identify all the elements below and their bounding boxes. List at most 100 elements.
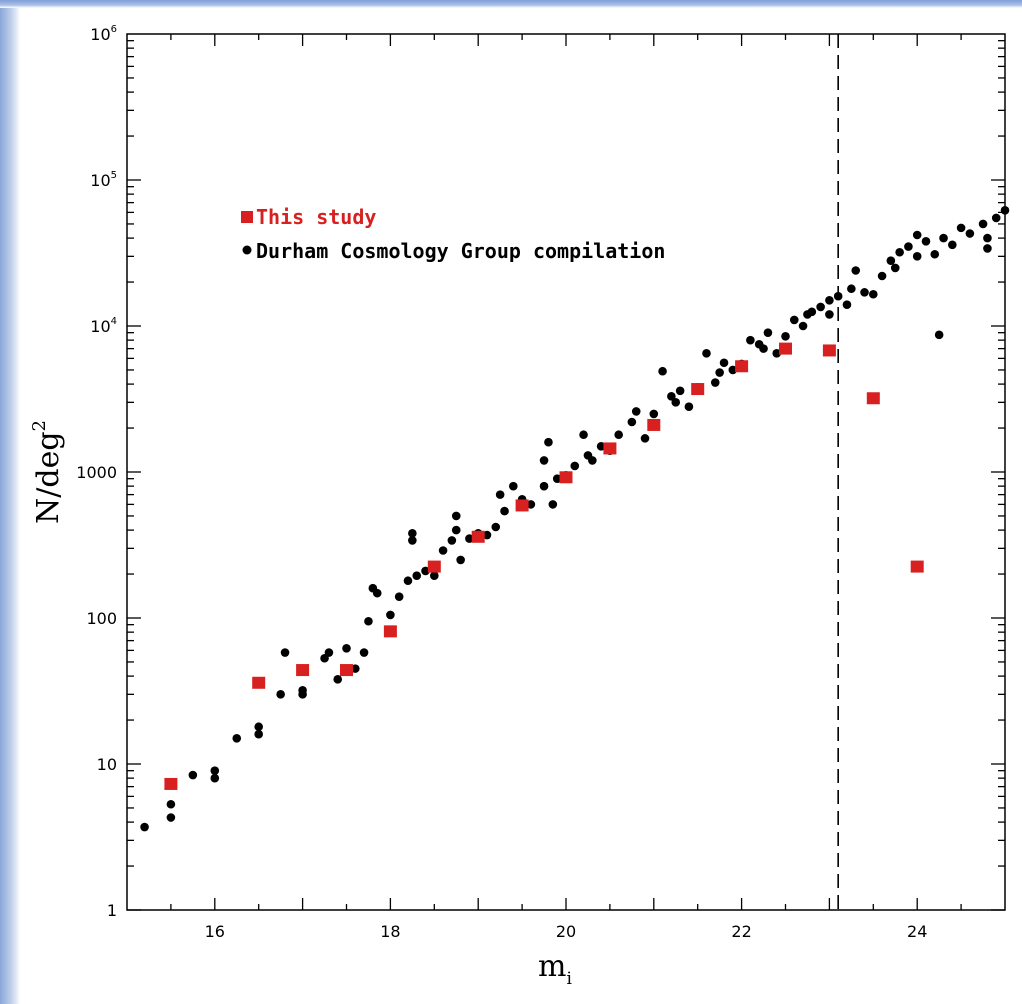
durham-point <box>702 349 711 358</box>
durham-point <box>544 437 553 447</box>
durham-point <box>763 328 773 337</box>
durham-point <box>232 733 242 743</box>
durham-point <box>921 237 931 246</box>
durham-point <box>570 461 580 471</box>
y-axis-label: N/deg2 <box>29 420 66 524</box>
durham-point <box>166 813 176 822</box>
legend-marker-this-study <box>241 211 253 223</box>
durham-point <box>364 616 373 626</box>
durham-point <box>526 500 536 509</box>
durham-point <box>254 729 263 739</box>
durham-point <box>983 244 992 253</box>
this-study-point <box>164 777 178 790</box>
durham-point <box>254 722 263 732</box>
durham-point <box>667 391 676 401</box>
durham-point <box>509 481 518 491</box>
durham-point <box>886 256 896 266</box>
durham-point <box>991 213 1001 223</box>
durham-point <box>847 284 856 294</box>
durham-point <box>781 332 790 341</box>
durham-point <box>719 358 729 368</box>
durham-point <box>965 229 975 238</box>
durham-point <box>465 534 474 543</box>
durham-point <box>430 571 439 580</box>
durham-point <box>342 644 351 653</box>
legend-marker-durham <box>242 245 252 255</box>
durham-point <box>210 766 220 775</box>
axis-tick-labels: 16 18 20 22 24 1 10 100 1000 104 105 106 <box>76 24 927 941</box>
durham-point <box>825 295 834 305</box>
this-study-point <box>866 392 880 405</box>
y-tick-label: 1000 <box>76 463 117 482</box>
durham-point <box>816 302 825 312</box>
durham-point <box>491 522 501 532</box>
durham-point <box>904 242 913 251</box>
durham-point <box>495 490 505 499</box>
durham-point <box>728 365 738 375</box>
durham-point <box>649 409 659 419</box>
durham-point <box>333 675 343 684</box>
this-study-point <box>559 471 573 484</box>
durham-point <box>140 822 149 832</box>
durham-point <box>394 592 404 601</box>
x-axis-label: mi <box>538 949 572 989</box>
durham-point <box>451 525 461 535</box>
durham-point <box>359 648 369 657</box>
durham-point <box>930 249 940 259</box>
data-marks <box>140 206 1010 832</box>
durham-point <box>842 300 852 309</box>
durham-point <box>675 386 685 396</box>
this-study-point <box>471 530 485 543</box>
this-study-point <box>340 664 353 677</box>
durham-point <box>807 307 817 317</box>
durham-point <box>948 240 957 250</box>
durham-point <box>627 417 637 427</box>
durham-point <box>579 430 588 440</box>
durham-point <box>890 263 900 273</box>
durham-point <box>386 610 395 620</box>
durham-point <box>280 648 290 657</box>
durham-point <box>614 430 623 440</box>
y-tick-label: 1 <box>107 901 117 920</box>
durham-point <box>324 648 334 657</box>
this-study-point <box>779 342 792 355</box>
this-study-point <box>735 360 749 373</box>
durham-point <box>895 247 904 257</box>
durham-point <box>631 407 641 416</box>
durham-point <box>759 344 768 353</box>
durham-point <box>640 434 650 443</box>
durham-point <box>772 349 782 358</box>
this-study-point <box>910 560 924 573</box>
durham-point <box>403 576 413 586</box>
durham-point <box>548 500 558 509</box>
durham-point <box>456 555 465 565</box>
x-tick-label: 20 <box>556 922 576 941</box>
durham-point <box>715 368 724 377</box>
durham-point <box>833 291 843 301</box>
this-study-point <box>296 664 310 677</box>
durham-point <box>746 335 755 345</box>
this-study-point <box>603 442 617 455</box>
durham-point <box>684 402 694 412</box>
durham-point <box>438 546 448 555</box>
x-tick-label: 22 <box>731 922 751 941</box>
durham-point <box>912 252 922 261</box>
durham-point <box>798 321 808 331</box>
x-tick-label: 16 <box>205 922 225 941</box>
durham-point <box>166 799 176 809</box>
this-study-point <box>427 560 441 573</box>
legend-label-durham: Durham Cosmology Group compilation <box>256 239 665 263</box>
durham-point <box>710 378 720 387</box>
x-tick-label: 24 <box>907 922 927 941</box>
this-study-point <box>647 418 661 431</box>
durham-point <box>408 536 417 545</box>
legend: This study Durham Cosmology Group compil… <box>241 205 665 263</box>
slide-top-bar <box>0 0 1022 8</box>
this-study-point <box>822 344 836 357</box>
durham-point <box>877 271 887 281</box>
durham-point <box>789 315 799 325</box>
this-study-point <box>383 625 397 638</box>
durham-point <box>671 398 681 407</box>
durham-point <box>658 366 667 376</box>
durham-point <box>412 571 422 580</box>
